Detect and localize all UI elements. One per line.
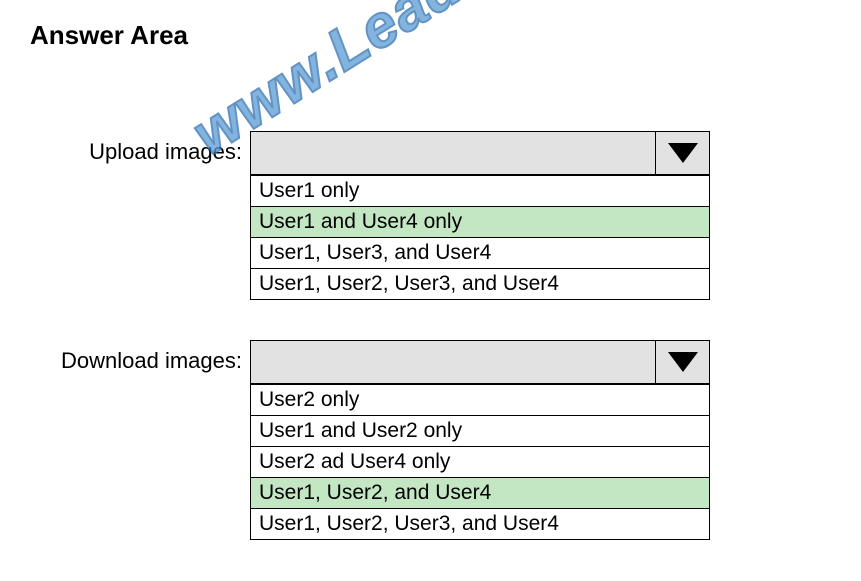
upload-select-text	[251, 132, 655, 174]
upload-select-arrow[interactable]	[655, 132, 709, 174]
download-select[interactable]	[250, 340, 710, 384]
download-option[interactable]: User2 only	[251, 385, 709, 416]
download-dropdown-wrap: User2 only User1 and User2 only User2 ad…	[250, 340, 710, 540]
download-label: Download images:	[30, 340, 250, 374]
upload-option[interactable]: User1, User3, and User4	[251, 238, 709, 269]
upload-row: Upload images: User1 only User1 and User…	[30, 131, 831, 300]
upload-option[interactable]: User1 and User4 only	[251, 207, 709, 238]
download-row: Download images: User2 only User1 and Us…	[30, 340, 831, 540]
upload-select[interactable]	[250, 131, 710, 175]
page-title: Answer Area	[30, 20, 831, 51]
chevron-down-icon	[668, 352, 698, 372]
upload-label: Upload images:	[30, 131, 250, 165]
upload-option[interactable]: User1 only	[251, 176, 709, 207]
chevron-down-icon	[668, 143, 698, 163]
download-option[interactable]: User2 ad User4 only	[251, 447, 709, 478]
download-select-text	[251, 341, 655, 383]
download-select-arrow[interactable]	[655, 341, 709, 383]
upload-dropdown-wrap: User1 only User1 and User4 only User1, U…	[250, 131, 710, 300]
upload-options-list: User1 only User1 and User4 only User1, U…	[250, 175, 710, 300]
download-option[interactable]: User1, User2, User3, and User4	[251, 509, 709, 539]
upload-option[interactable]: User1, User2, User3, and User4	[251, 269, 709, 299]
download-option[interactable]: User1, User2, and User4	[251, 478, 709, 509]
download-option[interactable]: User1 and User2 only	[251, 416, 709, 447]
download-options-list: User2 only User1 and User2 only User2 ad…	[250, 384, 710, 540]
